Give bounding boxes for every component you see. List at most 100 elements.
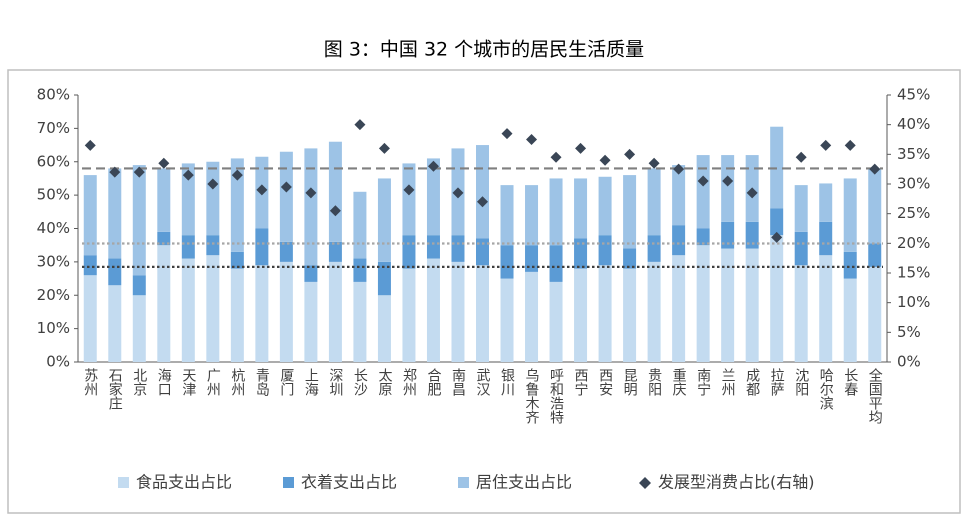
marker bbox=[280, 181, 292, 193]
bar-segment bbox=[868, 266, 882, 362]
marker bbox=[158, 157, 170, 169]
y2-tick-label: 0% bbox=[897, 353, 921, 371]
bar-segment bbox=[353, 258, 367, 282]
bar-segment bbox=[377, 178, 391, 262]
y2-tick-label: 15% bbox=[897, 264, 930, 282]
x-tick-label: 石家庄 bbox=[107, 368, 123, 410]
y-tick-label: 20% bbox=[37, 286, 70, 304]
marker bbox=[231, 169, 243, 181]
bar-segment bbox=[794, 185, 808, 232]
legend-label: 衣着支出占比 bbox=[301, 473, 397, 492]
bar-segment bbox=[157, 245, 171, 362]
marker bbox=[624, 148, 636, 160]
bar-segment bbox=[745, 248, 759, 362]
bar-segment bbox=[328, 261, 342, 362]
bar-segment bbox=[132, 295, 146, 362]
bar-segment bbox=[819, 255, 833, 362]
bar-segment bbox=[672, 225, 686, 256]
bar-segment bbox=[451, 235, 465, 262]
marker bbox=[84, 139, 96, 151]
y-tick-label: 60% bbox=[37, 152, 70, 170]
legend-label: 发展型消费占比(右轴) bbox=[658, 473, 815, 492]
bar-segment bbox=[525, 271, 539, 362]
marker bbox=[648, 157, 660, 169]
bar-segment bbox=[843, 251, 857, 279]
marker bbox=[452, 187, 464, 199]
marker bbox=[305, 187, 317, 199]
bar-segment bbox=[157, 168, 171, 232]
x-tick-label: 天津 bbox=[180, 368, 196, 396]
bar-segment bbox=[402, 163, 416, 236]
bar-segment bbox=[794, 231, 808, 266]
y2-tick-label: 25% bbox=[897, 204, 930, 222]
x-tick-label: 苏州 bbox=[82, 368, 98, 396]
bar-segment bbox=[598, 235, 612, 266]
x-tick-label: 合肥 bbox=[425, 368, 441, 397]
bar-segment bbox=[181, 235, 195, 259]
marker bbox=[403, 184, 415, 196]
legend-swatch bbox=[283, 477, 294, 488]
x-tick-label: 呼和浩特 bbox=[548, 368, 564, 424]
bar-segment bbox=[770, 235, 784, 362]
marker bbox=[526, 134, 538, 145]
bar-segment bbox=[426, 158, 440, 236]
y2-tick-label: 40% bbox=[897, 115, 930, 133]
bar-segment bbox=[377, 295, 391, 362]
chart-frame bbox=[7, 69, 961, 514]
bar-segment bbox=[328, 241, 342, 262]
bar-segment bbox=[574, 238, 588, 269]
bar-segment bbox=[647, 261, 661, 362]
marker bbox=[501, 128, 513, 140]
bar-segment bbox=[402, 268, 416, 362]
bar-segment bbox=[721, 155, 735, 222]
bar-segment bbox=[672, 255, 686, 362]
bar-segment bbox=[402, 235, 416, 269]
bar-segment bbox=[598, 265, 612, 362]
marker bbox=[795, 151, 807, 163]
x-tick-label: 兰州 bbox=[720, 368, 736, 396]
y-tick-label: 70% bbox=[37, 119, 70, 137]
y2-tick-label: 5% bbox=[897, 323, 921, 341]
bar-segment bbox=[206, 255, 220, 362]
marker bbox=[697, 175, 709, 187]
bar-segment bbox=[525, 245, 539, 272]
legend-marker bbox=[639, 477, 651, 489]
bar-segment bbox=[721, 221, 735, 249]
bar-segment bbox=[255, 228, 269, 266]
x-tick-label: 长沙 bbox=[352, 368, 368, 396]
bar-segment bbox=[108, 168, 122, 259]
x-tick-label: 南宁 bbox=[695, 368, 711, 396]
bar-segment bbox=[623, 175, 637, 249]
marker bbox=[771, 231, 783, 243]
marker bbox=[477, 196, 488, 208]
marker bbox=[109, 166, 121, 178]
bar-segment bbox=[132, 165, 146, 276]
bar-segment bbox=[279, 151, 293, 242]
x-tick-label: 武汉 bbox=[475, 368, 491, 396]
bar-segment bbox=[83, 275, 97, 362]
bar-segment bbox=[476, 265, 489, 362]
bar-segment bbox=[206, 161, 220, 236]
x-tick-label: 全国平均 bbox=[867, 367, 883, 424]
marker bbox=[256, 184, 268, 196]
bar-segment bbox=[843, 278, 857, 362]
x-tick-label: 哈尔滨 bbox=[818, 368, 834, 410]
bar-segment bbox=[279, 241, 293, 262]
bar-segment bbox=[476, 145, 489, 239]
marker bbox=[329, 205, 341, 217]
x-tick-label: 重庆 bbox=[671, 368, 687, 396]
bar-segment bbox=[500, 245, 514, 279]
bar-segment bbox=[721, 248, 735, 362]
bar-segment bbox=[574, 268, 588, 362]
marker bbox=[673, 163, 685, 175]
x-tick-label: 青岛 bbox=[254, 368, 270, 396]
x-tick-label: 昆明 bbox=[622, 368, 638, 397]
x-tick-label: 乌鲁木齐 bbox=[524, 368, 540, 424]
marker bbox=[427, 160, 439, 172]
bar-segment bbox=[426, 258, 440, 362]
x-tick-label: 贵阳 bbox=[646, 368, 662, 396]
y-tick-label: 10% bbox=[37, 319, 70, 337]
bar-segment bbox=[868, 168, 882, 244]
bar-segment bbox=[476, 238, 489, 266]
y2-tick-label: 45% bbox=[897, 86, 930, 104]
